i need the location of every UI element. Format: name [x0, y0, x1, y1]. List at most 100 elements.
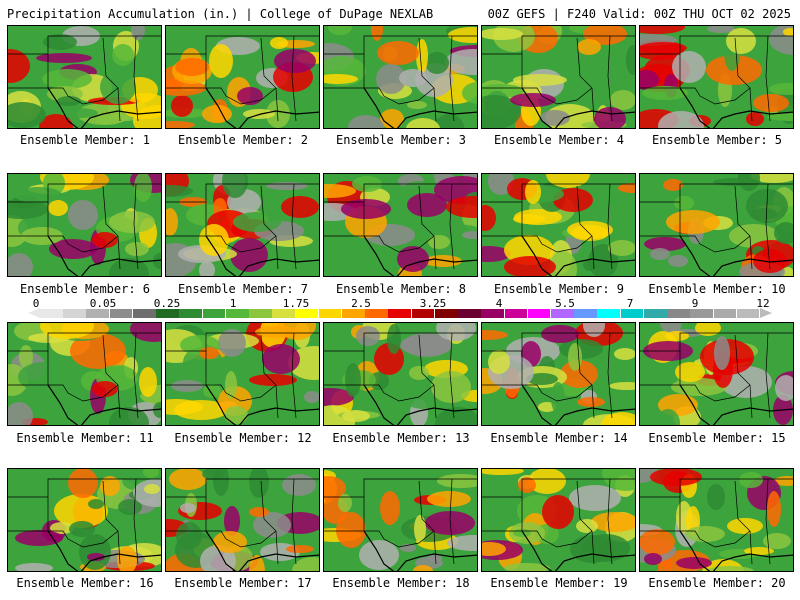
ensemble-map-panel [165, 468, 320, 572]
precip-map [640, 469, 793, 571]
precip-map [324, 174, 477, 276]
colorbar-segment [132, 309, 157, 318]
ensemble-map-panel [639, 322, 794, 426]
colorbar-tick-label: 3.25 [419, 297, 447, 310]
ensemble-member-label: Ensemble Member: 8 [335, 282, 467, 296]
colorbar-segment [527, 309, 552, 318]
colorbar-segment [411, 309, 436, 318]
colorbar-segment [504, 309, 529, 318]
colorbar-tick-label: 7 [626, 297, 634, 310]
ensemble-map-panel [481, 25, 636, 129]
ensemble-member-label: Ensemble Member: 16 [16, 576, 154, 590]
colorbar-tick-label: 2.5 [351, 297, 371, 310]
colorbar-tick-label: 1 [229, 297, 237, 310]
ensemble-member-label: Ensemble Member: 19 [490, 576, 628, 590]
colorbar-tick-label: 5.5 [555, 297, 575, 310]
ensemble-map-panel [323, 25, 478, 129]
ensemble-member-label: Ensemble Member: 18 [332, 576, 470, 590]
colorbar-tick-label: 9 [691, 297, 699, 310]
ensemble-member-label: Ensemble Member: 4 [493, 133, 625, 147]
colorbar [40, 309, 761, 318]
ensemble-map-panel [481, 468, 636, 572]
precip-map [8, 323, 161, 425]
colorbar-max-arrow [760, 308, 772, 318]
precip-map [8, 174, 161, 276]
colorbar-segment [295, 309, 320, 318]
precip-map [482, 174, 635, 276]
colorbar-segment [40, 309, 64, 318]
ensemble-map-panel [323, 173, 478, 277]
colorbar-segment [156, 309, 180, 318]
colorbar-tick-label: 0.05 [89, 297, 117, 310]
colorbar-tick-label: 4 [495, 297, 503, 310]
colorbar-segment [109, 309, 134, 318]
colorbar-segment [643, 309, 668, 318]
colorbar-tick-label: 1.75 [282, 297, 310, 310]
colorbar-segment [574, 309, 598, 318]
colorbar-segment [86, 309, 111, 318]
colorbar-segment [434, 309, 459, 318]
precip-map [166, 323, 319, 425]
ensemble-map-panel [639, 25, 794, 129]
colorbar-segment [458, 309, 482, 318]
ensemble-member-label: Ensemble Member: 7 [177, 282, 309, 296]
colorbar-segment [341, 309, 366, 318]
precip-map [482, 469, 635, 571]
colorbar-segment [690, 309, 715, 318]
colorbar-segment [272, 309, 296, 318]
ensemble-map-panel [323, 468, 478, 572]
colorbar-segment [620, 309, 645, 318]
colorbar-segment [249, 309, 273, 318]
precip-map [640, 26, 793, 128]
ensemble-map-panel [323, 322, 478, 426]
ensemble-map-panel [639, 173, 794, 277]
colorbar-tick-label: 12 [756, 297, 770, 310]
precip-map [166, 469, 319, 571]
colorbar-segment [179, 309, 204, 318]
ensemble-map-panel [7, 468, 162, 572]
precip-map [482, 323, 635, 425]
ensemble-member-label: Ensemble Member: 10 [648, 282, 786, 296]
ensemble-map-panel [639, 468, 794, 572]
colorbar-segment [597, 309, 622, 318]
precip-map [166, 26, 319, 128]
colorbar-segment [667, 309, 691, 318]
ensemble-member-label: Ensemble Member: 1 [19, 133, 151, 147]
ensemble-member-label: Ensemble Member: 11 [16, 431, 154, 445]
precip-map [166, 174, 319, 276]
precip-map [8, 469, 161, 571]
precip-map [324, 469, 477, 571]
ensemble-member-label: Ensemble Member: 13 [332, 431, 470, 445]
colorbar-segment [365, 309, 389, 318]
colorbar-segment [63, 309, 87, 318]
ensemble-member-label: Ensemble Member: 6 [19, 282, 151, 296]
ensemble-map-panel [7, 173, 162, 277]
colorbar-segment [481, 309, 505, 318]
precip-map [640, 174, 793, 276]
ensemble-map-panel [7, 322, 162, 426]
ensemble-map-panel [7, 25, 162, 129]
chart-title: Precipitation Accumulation (in.) | Colle… [7, 7, 434, 21]
colorbar-segment [736, 309, 761, 318]
model-run-info: 00Z GEFS | F240 Valid: 00Z THU OCT 02 20… [487, 7, 791, 21]
colorbar-segment [550, 309, 575, 318]
colorbar-min-arrow [28, 308, 40, 318]
ensemble-member-label: Ensemble Member: 17 [174, 576, 312, 590]
ensemble-member-label: Ensemble Member: 9 [493, 282, 625, 296]
precip-map [8, 26, 161, 128]
colorbar-segment [202, 309, 227, 318]
precip-map [324, 323, 477, 425]
colorbar-tick-label: 0.25 [153, 297, 181, 310]
ensemble-map-panel [481, 173, 636, 277]
ensemble-member-label: Ensemble Member: 5 [651, 133, 783, 147]
colorbar-tick-label: 0 [32, 297, 40, 310]
colorbar-segment [713, 309, 738, 318]
ensemble-map-panel [165, 322, 320, 426]
ensemble-member-label: Ensemble Member: 14 [490, 431, 628, 445]
ensemble-map-panel [165, 173, 320, 277]
ensemble-member-label: Ensemble Member: 12 [174, 431, 312, 445]
ensemble-member-label: Ensemble Member: 15 [648, 431, 786, 445]
colorbar-segment [388, 309, 413, 318]
ensemble-member-label: Ensemble Member: 2 [177, 133, 309, 147]
ensemble-member-label: Ensemble Member: 3 [335, 133, 467, 147]
